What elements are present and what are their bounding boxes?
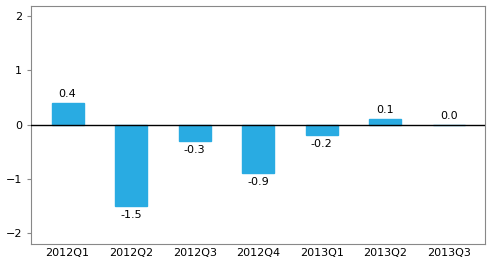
Text: 0.0: 0.0 bbox=[440, 111, 458, 121]
Text: -0.2: -0.2 bbox=[311, 139, 333, 149]
Bar bbox=[115, 125, 147, 206]
Text: -1.5: -1.5 bbox=[120, 210, 142, 219]
Bar bbox=[52, 103, 83, 125]
Bar bbox=[179, 125, 211, 141]
Text: -0.9: -0.9 bbox=[247, 177, 269, 187]
Text: 0.4: 0.4 bbox=[59, 89, 77, 99]
Bar bbox=[369, 119, 401, 125]
Text: 0.1: 0.1 bbox=[377, 105, 394, 115]
Bar bbox=[306, 125, 338, 135]
Bar bbox=[243, 125, 274, 173]
Text: -0.3: -0.3 bbox=[184, 145, 206, 155]
